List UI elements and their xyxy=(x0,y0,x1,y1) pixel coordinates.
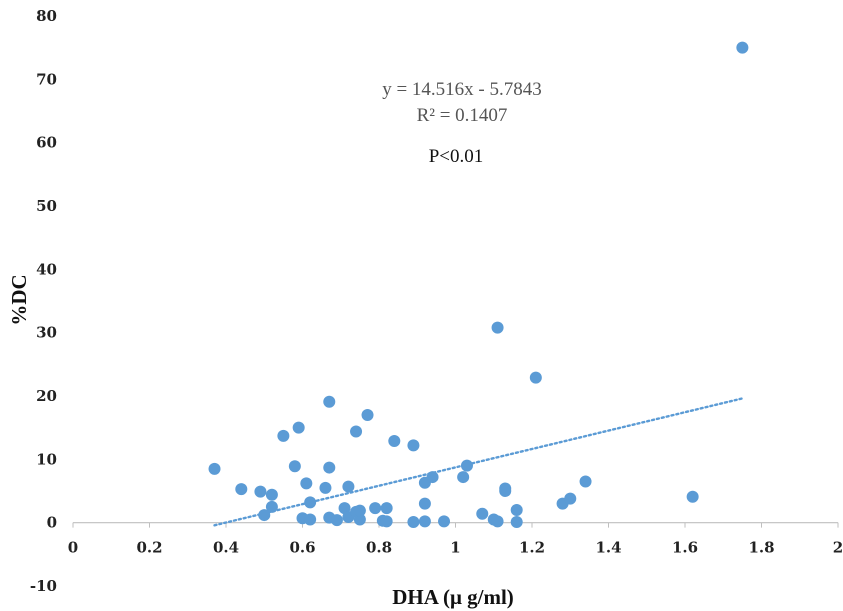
data-point xyxy=(686,490,699,503)
data-point xyxy=(330,514,343,527)
data-point xyxy=(369,502,382,515)
y-tick-label: 70 xyxy=(36,70,57,88)
y-tick-label: 40 xyxy=(36,260,57,278)
data-point xyxy=(476,507,489,520)
data-point xyxy=(304,496,317,509)
data-point xyxy=(288,460,301,473)
p-value-label: P<0.01 xyxy=(429,146,484,167)
y-tick-label: 50 xyxy=(36,197,57,215)
data-point xyxy=(292,421,305,434)
x-tick-label: 0 xyxy=(68,539,78,557)
data-point xyxy=(323,395,336,408)
data-point xyxy=(265,488,278,501)
data-point xyxy=(353,504,366,517)
x-tick-label: 2 xyxy=(833,539,843,557)
x-tick-label: 0.4 xyxy=(213,539,239,557)
data-point xyxy=(418,515,431,528)
y-tick-label: 10 xyxy=(36,450,57,468)
axes xyxy=(72,522,839,528)
y-axis-title: %DC xyxy=(7,274,31,325)
linear-trendline xyxy=(213,397,744,527)
data-point xyxy=(258,509,271,522)
r-squared-label: R² = 0.1407 xyxy=(417,105,508,126)
x-tick-label: 1.4 xyxy=(595,539,621,557)
x-axis-title: DHA (μ g/ml) xyxy=(392,585,514,609)
x-tick-label: 1 xyxy=(450,539,460,557)
data-point xyxy=(426,471,439,484)
data-point xyxy=(510,516,523,529)
x-tick-label: 0.2 xyxy=(136,539,162,557)
data-point xyxy=(235,483,248,496)
y-tick-label: 80 xyxy=(36,7,57,25)
data-point xyxy=(736,41,749,54)
x-tick-label: 0.6 xyxy=(289,539,315,557)
data-point xyxy=(300,477,313,490)
x-tick-label: 1.2 xyxy=(519,539,545,557)
y-tick-label: 0 xyxy=(47,514,57,532)
tick-labels: 0 0.2 0.4 0.6 0.8 1 1.2 1.4 1.6 1.8 2 -10 0 10 20 30 40 5… xyxy=(30,7,843,595)
data-point xyxy=(388,434,401,447)
data-point xyxy=(460,459,473,472)
data-point xyxy=(510,504,523,516)
x-tick-label: 0.8 xyxy=(366,539,392,557)
data-point xyxy=(457,471,470,484)
data-point xyxy=(353,513,366,526)
y-tick-label: -10 xyxy=(30,577,57,595)
trendline-equation: y = 14.516x - 5.7843 xyxy=(382,79,542,100)
data-point xyxy=(407,516,420,529)
data-point xyxy=(254,485,267,498)
data-point xyxy=(491,515,504,528)
data-points xyxy=(208,41,749,529)
data-point xyxy=(407,439,420,452)
data-point xyxy=(342,480,355,493)
data-point xyxy=(380,502,393,515)
data-point xyxy=(418,497,431,510)
data-point xyxy=(319,481,332,494)
data-point xyxy=(579,475,592,488)
data-point xyxy=(265,500,278,513)
y-tick-label: 20 xyxy=(36,387,57,405)
data-point xyxy=(323,461,336,474)
data-point xyxy=(361,409,374,421)
y-tick-label: 30 xyxy=(36,324,57,342)
x-tick-label: 1.6 xyxy=(672,539,698,557)
data-point xyxy=(564,492,577,505)
data-point xyxy=(304,513,317,526)
data-point xyxy=(438,515,451,528)
x-tick-label: 1.8 xyxy=(748,539,774,557)
y-tick-label: 60 xyxy=(36,134,57,152)
data-point xyxy=(350,425,363,438)
trendline-group xyxy=(213,397,744,527)
data-point xyxy=(208,462,221,475)
data-point xyxy=(491,321,504,334)
data-point xyxy=(380,515,393,528)
data-point xyxy=(277,429,290,442)
data-point xyxy=(499,485,512,497)
data-point xyxy=(529,371,542,384)
